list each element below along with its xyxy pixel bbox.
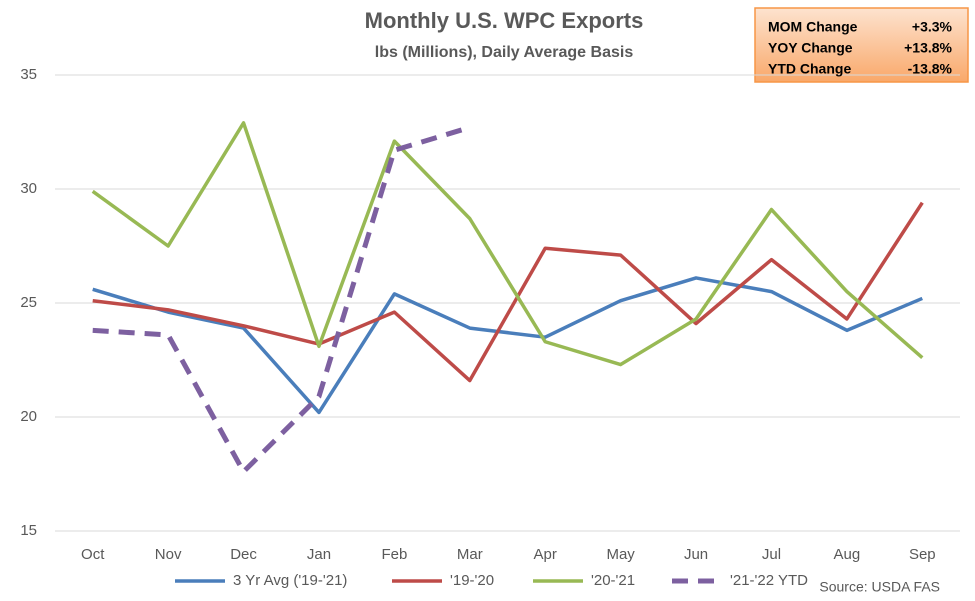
- info-value: +3.3%: [912, 19, 953, 35]
- series-line: [92, 201, 924, 383]
- info-box: [754, 7, 969, 83]
- x-tick-label: Jun: [684, 546, 708, 563]
- y-tick-label: 30: [20, 180, 37, 197]
- x-tick-label: Jan: [307, 546, 331, 563]
- legend-label: 3 Yr Avg ('19-'21): [233, 572, 347, 589]
- info-label: YOY Change: [768, 40, 853, 56]
- series-line: [92, 276, 923, 415]
- y-tick-label: 25: [20, 294, 37, 311]
- chart-subtitle: lbs (Millions), Daily Average Basis: [375, 44, 634, 61]
- x-tick-label: Oct: [81, 546, 105, 563]
- source: Source: USDA FAS: [819, 579, 940, 595]
- y-tick-label: 15: [20, 522, 37, 539]
- x-tick-label: Sep: [909, 546, 936, 563]
- info-value: -13.8%: [908, 61, 953, 77]
- x-tick-label: Dec: [230, 546, 257, 563]
- chart-title: Monthly U.S. WPC Exports: [365, 8, 644, 33]
- info-value: +13.8%: [904, 40, 952, 56]
- legend-label: '19-'20: [450, 572, 494, 589]
- x-tick-label: Jul: [762, 546, 781, 563]
- series-line: [91, 121, 924, 367]
- x-tick-label: Mar: [457, 546, 483, 563]
- x-tick-label: Aug: [834, 546, 861, 563]
- y-tick-label: 20: [20, 408, 37, 425]
- info-label: YTD Change: [768, 61, 851, 77]
- x-tick-label: Apr: [534, 546, 557, 563]
- y-tick-label: 35: [20, 66, 37, 83]
- x-tick-label: May: [606, 546, 635, 563]
- legend-label: '20-'21: [591, 572, 635, 589]
- series-line: [92, 125, 471, 475]
- x-tick-label: Nov: [155, 546, 182, 563]
- info-label: MOM Change: [768, 19, 858, 35]
- x-tick-label: Feb: [381, 546, 407, 563]
- legend-label: '21-'22 YTD: [730, 572, 808, 589]
